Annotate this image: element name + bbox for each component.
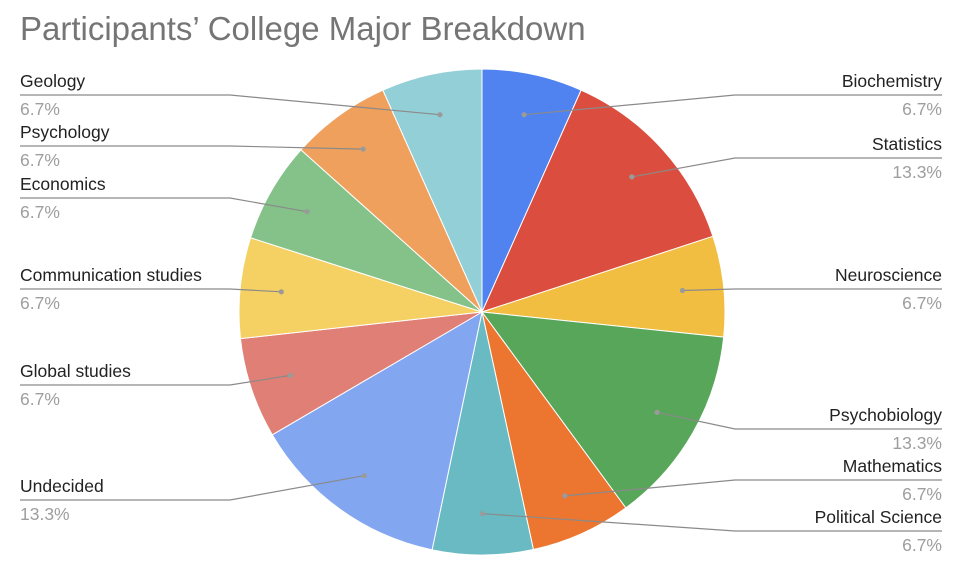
- slice-percent-biochemistry: 6.7%: [902, 99, 942, 119]
- slice-label-neuroscience: Neuroscience: [835, 265, 942, 285]
- leader-line-neuroscience: [682, 288, 942, 292]
- slice-percent-global-studies: 6.7%: [20, 389, 60, 409]
- slice-label-global-studies: Global studies: [20, 361, 131, 381]
- leader-dot-communication-studies: [278, 289, 284, 295]
- slice-percent-psychology: 6.7%: [20, 150, 60, 170]
- pie-slice-statistics: [481, 89, 714, 313]
- slice-label-biochemistry: Biochemistry: [842, 71, 942, 91]
- slice-percent-geology: 6.7%: [20, 99, 60, 119]
- pie-slices: [238, 68, 726, 556]
- leader-dot-statistics: [629, 174, 635, 180]
- leader-lines: [20, 94, 942, 532]
- slice-percent-communication-studies: 6.7%: [20, 293, 60, 313]
- leader-line-psychology: [20, 145, 364, 150]
- slice-label-communication-studies: Communication studies: [20, 265, 202, 285]
- leader-dot-psychology: [360, 146, 366, 152]
- leader-line-global-studies: [20, 374, 291, 386]
- leader-line-mathematics: [564, 479, 942, 497]
- chart-title: Participants’ College Major Breakdown: [20, 10, 586, 47]
- leader-dot-psychobiology: [654, 409, 660, 415]
- slice-label-undecided: Undecided: [20, 476, 104, 496]
- slice-label-political-science: Political Science: [815, 507, 942, 527]
- slice-label-psychology: Psychology: [20, 122, 110, 142]
- leader-dot-political-science: [480, 511, 486, 517]
- slice-label-statistics: Statistics: [872, 134, 942, 154]
- leader-line-political-science: [482, 513, 942, 532]
- slice-percent-psychobiology: 13.3%: [892, 433, 942, 453]
- slice-label-economics: Economics: [20, 174, 106, 194]
- leader-line-geology: [20, 94, 440, 116]
- leader-dot-undecided: [361, 473, 367, 479]
- leader-dot-neuroscience: [679, 287, 686, 294]
- leader-dot-mathematics: [562, 493, 568, 499]
- slice-percent-neuroscience: 6.7%: [902, 293, 942, 313]
- slice-labels: Biochemistry 6.7% Statistics 13.3% Neuroscie…: [20, 71, 942, 555]
- slice-label-mathematics: Mathematics: [843, 456, 942, 476]
- leader-line-statistics: [631, 157, 942, 178]
- leader-line-undecided: [20, 475, 365, 501]
- pie-slice-undecided: [271, 310, 483, 551]
- slice-percent-statistics: 13.3%: [892, 162, 942, 182]
- leader-dot-global-studies: [287, 372, 294, 378]
- slice-label-geology: Geology: [20, 71, 85, 91]
- leader-line-psychobiology: [656, 411, 942, 430]
- pie-slice-psychobiology: [480, 311, 725, 509]
- slice-percent-undecided: 13.3%: [20, 504, 70, 524]
- slice-percent-political-science: 6.7%: [902, 535, 942, 555]
- leader-line-economics: [20, 197, 308, 213]
- slice-label-psychobiology: Psychobiology: [829, 405, 942, 425]
- leader-dot-biochemistry: [521, 112, 527, 118]
- slice-percent-mathematics: 6.7%: [902, 484, 942, 504]
- pie-slice-geology: [382, 68, 483, 313]
- leader-dot-economics: [304, 209, 310, 215]
- leader-line-communication-studies: [20, 288, 282, 293]
- leader-line-biochemistry: [524, 94, 942, 116]
- slice-percent-economics: 6.7%: [20, 202, 60, 222]
- leader-dot-geology: [437, 112, 443, 118]
